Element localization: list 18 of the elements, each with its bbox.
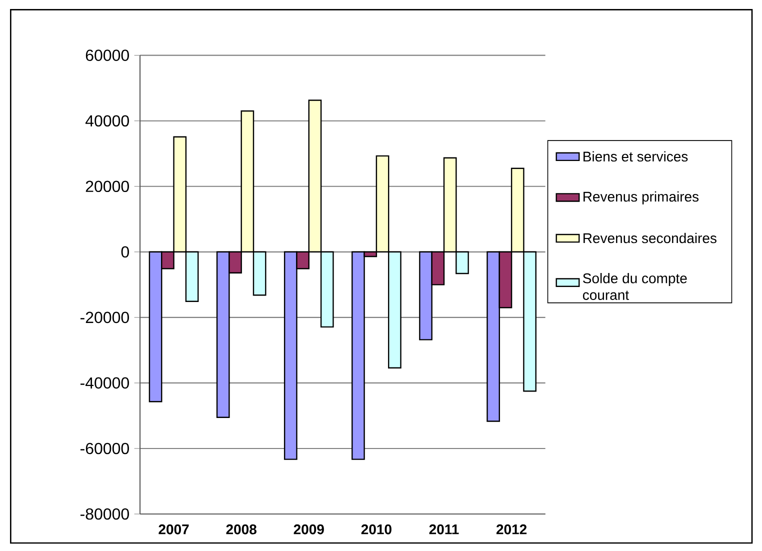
y-tick-label: -20000 xyxy=(80,312,129,324)
x-tick-label: 2010 xyxy=(361,524,392,534)
x-tick-label: 2008 xyxy=(226,524,256,534)
x-tick-label: 2009 xyxy=(294,524,324,534)
legend-label: Revenus primaires xyxy=(584,191,699,204)
legend-label: Solde du compte courant xyxy=(582,273,687,300)
y-tick-label: 60000 xyxy=(86,50,129,61)
x-tick-label: 2007 xyxy=(158,524,189,534)
x-tick-label: 2011 xyxy=(429,524,459,534)
y-tick-label: 40000 xyxy=(85,115,129,127)
y-tick-label: 0 xyxy=(121,246,129,258)
legend-label: Revenus secondaires xyxy=(584,232,716,244)
y-tick-label: -40000 xyxy=(80,377,129,389)
y-tick-label: 20000 xyxy=(86,180,129,192)
x-tick-label: 2012 xyxy=(496,524,527,534)
y-tick-label: -80000 xyxy=(80,508,129,520)
legend-label: Biens et services xyxy=(584,151,688,162)
y-tick-label: -60000 xyxy=(80,442,129,454)
